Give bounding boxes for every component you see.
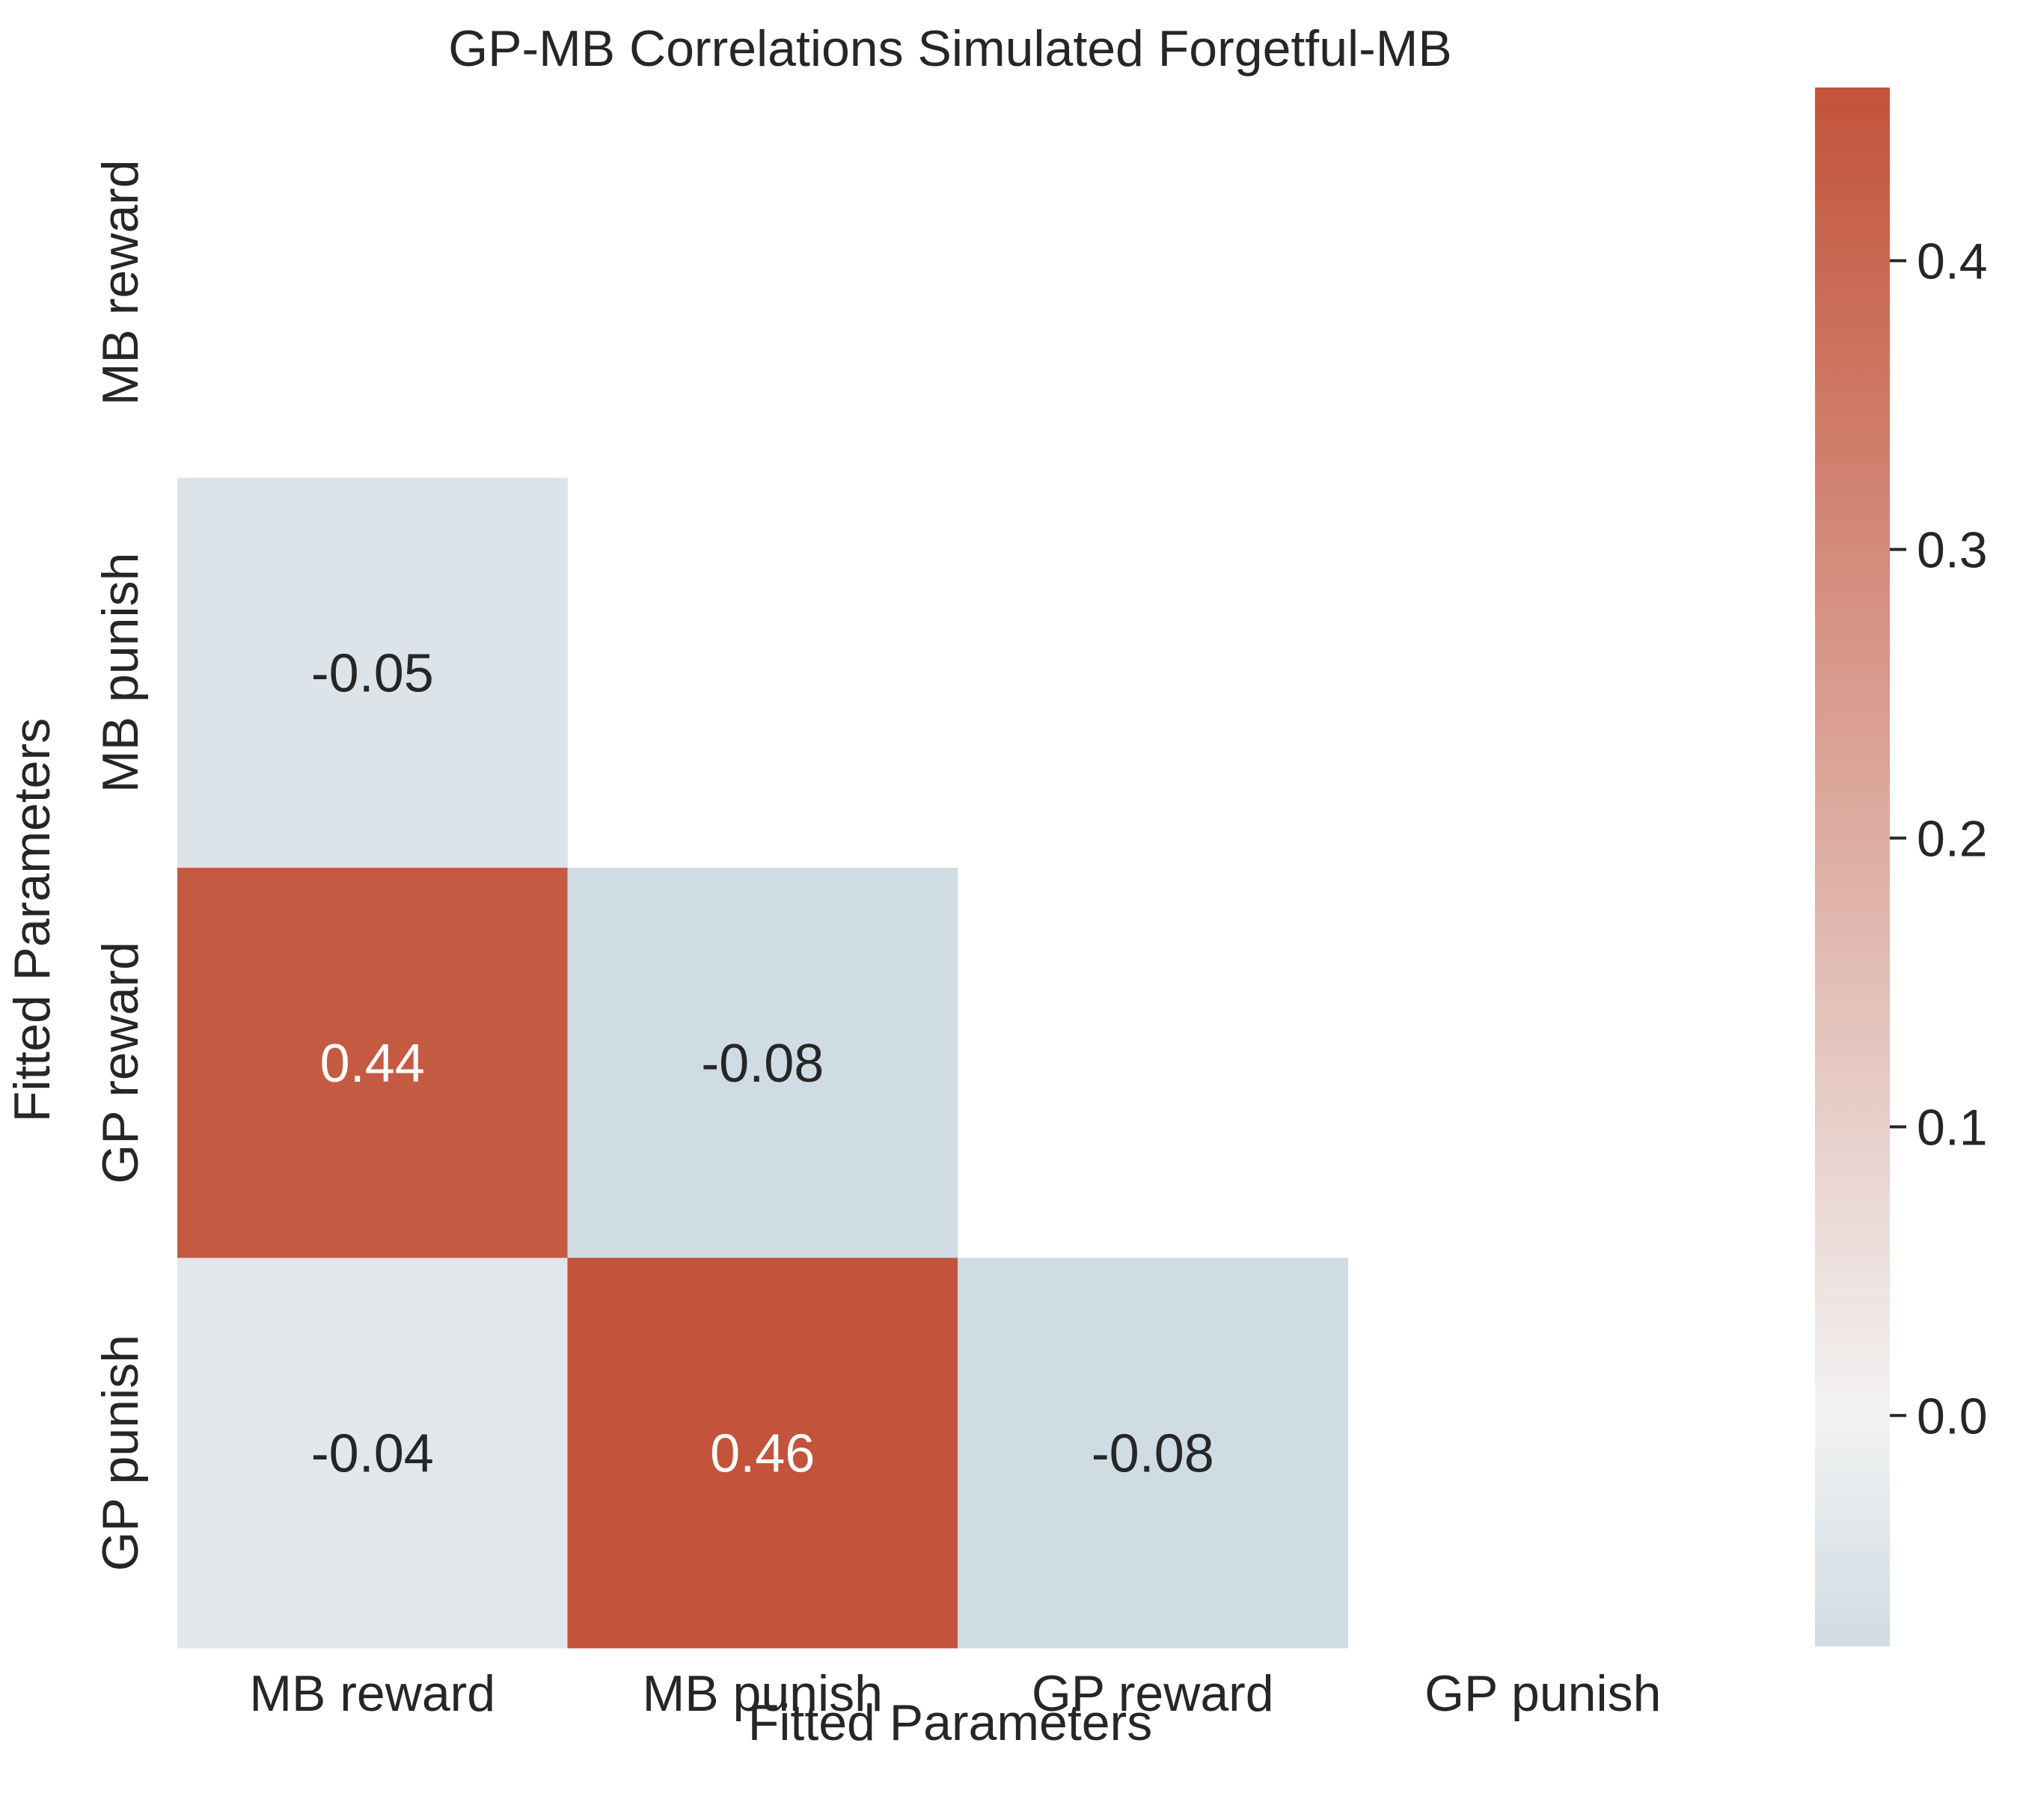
cell-value-label: 0.44 xyxy=(320,1034,425,1094)
cell-value-label: -0.04 xyxy=(311,1424,434,1483)
heatmap-cell xyxy=(567,868,958,1258)
cell-value-label: -0.08 xyxy=(1092,1424,1214,1483)
x-tick-label: GP reward xyxy=(1032,1665,1274,1722)
y-tick-label: MB punish xyxy=(92,553,149,793)
cell-value-label: -0.05 xyxy=(311,643,434,703)
heatmap-cell xyxy=(958,1257,1348,1649)
chart-title: GP-MB Correlations Simulated Forgetful-M… xyxy=(448,20,1452,77)
y-axis-label: Fitted Parameters xyxy=(4,718,61,1122)
heatmap-cell xyxy=(177,1257,568,1649)
heatmap-cell xyxy=(567,1257,958,1649)
colorbar-tick-label: 0.3 xyxy=(1917,521,1988,578)
x-tick-label: MB punish xyxy=(643,1665,883,1722)
y-tick-label: GP punish xyxy=(92,1335,149,1571)
x-axis-label: Fitted Parameters xyxy=(748,1694,1152,1751)
colorbar-ticks: 0.4 0.3 0.2 0.1 0.0 xyxy=(1890,233,1988,1444)
heatmap-cells: -0.05 0.44 -0.08 -0.04 0.46 -0.08 xyxy=(177,477,1348,1649)
cell-value-label: 0.46 xyxy=(710,1424,815,1483)
colorbar-tick-label: 0.4 xyxy=(1917,233,1988,290)
colorbar-tick-label: 0.0 xyxy=(1917,1388,1988,1444)
colorbar-tick-label: 0.2 xyxy=(1917,810,1988,867)
heatmap-cell xyxy=(177,868,568,1258)
cell-value-label: -0.08 xyxy=(701,1034,824,1094)
colorbar xyxy=(1815,88,1890,1646)
x-tick-label: MB reward xyxy=(249,1665,495,1722)
x-tick-labels: MB reward MB punish GP reward GP punish xyxy=(249,1665,1661,1722)
colorbar-tick-label: 0.1 xyxy=(1917,1099,1988,1156)
x-tick-label: GP punish xyxy=(1424,1665,1661,1722)
heatmap-cell xyxy=(177,477,568,868)
y-tick-label: GP reward xyxy=(92,942,149,1184)
y-tick-label: MB reward xyxy=(92,159,149,405)
y-tick-labels: MB reward MB punish GP reward GP punish xyxy=(92,159,149,1571)
